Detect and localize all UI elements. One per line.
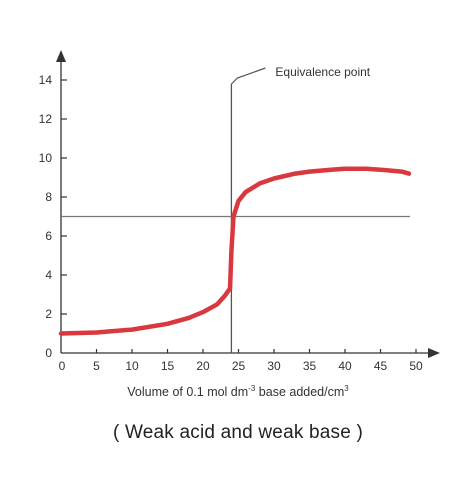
y-axis-arrowhead	[56, 50, 66, 62]
y-tick-label: 10	[39, 151, 53, 165]
x-axis-title-exp-1: -3	[248, 384, 256, 393]
y-tick-label: 12	[39, 112, 53, 126]
y-tick-label: 6	[45, 229, 52, 243]
x-axis-arrowhead	[428, 348, 440, 358]
chart-caption: ( Weak acid and weak base )	[112, 422, 364, 443]
equivalence-point-label: Equivalence point	[275, 65, 370, 79]
y-tick-label: 8	[45, 190, 52, 204]
x-axis-title-exp-2: 3	[344, 384, 349, 393]
x-tick-label: 30	[267, 359, 281, 373]
y-tick-label: 0	[45, 346, 52, 360]
y-tick-label: 4	[45, 268, 52, 282]
x-tick-label: 25	[232, 359, 246, 373]
x-tick-label: 50	[409, 359, 423, 373]
titration-curve	[58, 166, 412, 336]
x-tick-label: 10	[125, 359, 139, 373]
x-tick-label: 15	[161, 359, 175, 373]
y-tick-label: 2	[45, 307, 52, 321]
equivalence-point-leader	[230, 67, 266, 85]
x-axis-title-text-2: base added/cm	[255, 385, 345, 400]
x-axis-title-text-1: Volume of 0.1 mol dm	[127, 385, 249, 400]
y-tick-label: 14	[39, 73, 53, 87]
x-tick-label: 35	[303, 359, 317, 373]
x-tick-label: 5	[93, 359, 100, 373]
x-tick-label: 20	[196, 359, 210, 373]
x-axis-title: Volume of 0.1 mol dm-3 base added/cm3	[0, 384, 476, 399]
axes	[60, 58, 432, 354]
x-tick-label: 0	[59, 359, 66, 373]
x-tick-label: 45	[374, 359, 388, 373]
x-tick-label: 40	[338, 359, 352, 373]
